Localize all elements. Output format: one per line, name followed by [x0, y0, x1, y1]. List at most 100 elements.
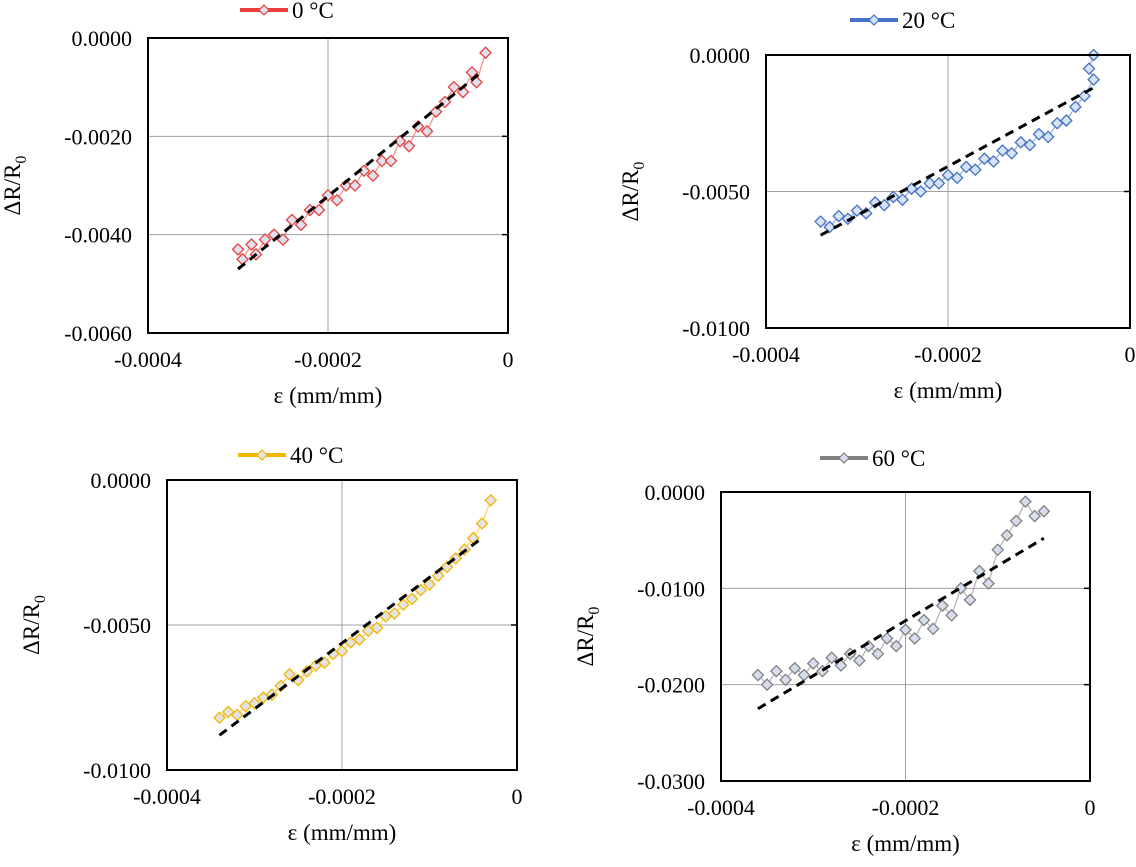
data-point	[987, 155, 1000, 168]
y-axis-label: ΔR/R0	[0, 156, 30, 216]
x-axis-label: ε (mm/mm)	[288, 820, 397, 845]
chart-panel-2: -0.0004 -0.0002 0 0.0000 -0.0050 -0.0100 ε (mm…	[19, 443, 523, 845]
data-point	[1082, 62, 1096, 76]
data-point	[429, 105, 443, 119]
data-point	[348, 179, 362, 192]
y-axis-label-subscript: 0	[32, 595, 49, 603]
x-tick-label: 0	[512, 784, 523, 809]
series-line	[757, 500, 1045, 686]
legend-label: 0 °C	[292, 0, 334, 23]
y-tick-label: -0.0100	[637, 576, 705, 601]
y-axis-label-subscript: 0	[631, 162, 648, 170]
data-point	[834, 658, 848, 672]
data-point	[375, 154, 389, 168]
data-point	[896, 193, 909, 207]
data-point	[440, 560, 454, 574]
data-point	[231, 242, 245, 256]
legend-marker-icon	[868, 14, 880, 26]
trendline	[819, 86, 1095, 237]
data-point	[456, 85, 470, 99]
data-point	[991, 543, 1005, 557]
y-axis-label: ΔR/R0	[19, 595, 49, 655]
data-point	[880, 632, 894, 645]
y-tick-label: 0.0000	[645, 480, 706, 505]
data-point	[1023, 138, 1037, 152]
data-point	[932, 176, 946, 190]
data-point	[1087, 73, 1101, 86]
trendline	[237, 71, 482, 271]
data-point	[899, 623, 912, 637]
x-tick-label: -0.0004	[114, 347, 182, 372]
y-tick-label: -0.0020	[64, 124, 132, 149]
y-tick-label: -0.0050	[83, 613, 151, 638]
x-tick-label: 0	[1125, 342, 1136, 367]
x-axis-label: ε (mm/mm)	[894, 378, 1003, 403]
data-point	[963, 593, 977, 607]
data-point	[823, 220, 837, 234]
data-point	[405, 592, 419, 606]
x-tick-label: -0.0002	[308, 784, 376, 809]
data-point	[366, 169, 380, 183]
data-point	[914, 185, 928, 198]
x-tick-label: -0.0004	[732, 342, 800, 367]
data-point	[1041, 130, 1055, 144]
data-point	[1037, 504, 1051, 518]
chart-panel-3: -0.0004 -0.0002 0 0.0000 -0.0100 -0.0200 -0.03…	[573, 446, 1096, 856]
data-point	[283, 667, 296, 681]
data-point	[285, 213, 299, 227]
data-point	[926, 622, 940, 636]
legend-label: 40 °C	[290, 443, 343, 468]
data-point	[852, 654, 866, 668]
y-tick-label: 0.0000	[72, 26, 133, 51]
data-point	[1009, 514, 1023, 528]
x-tick-label: 0	[503, 347, 514, 372]
data-point	[806, 657, 820, 670]
legend: 60 °C	[820, 446, 925, 471]
legend-marker-icon	[258, 4, 270, 16]
data-point	[814, 215, 828, 228]
y-tick-label: 0.0000	[690, 43, 751, 68]
y-axis-label-main: ΔR/R	[573, 614, 598, 667]
data-point	[335, 644, 349, 658]
data-point	[1000, 528, 1014, 542]
y-tick-label: -0.0100	[83, 758, 151, 783]
data-point	[950, 171, 964, 185]
y-axis-label: ΔR/R0	[618, 162, 648, 222]
data-point	[388, 606, 401, 620]
y-tick-label: -0.0200	[637, 673, 705, 698]
chart-panel-0: -0.0004 -0.0002 0 0.0000 -0.0020 -0.0040 -0.00…	[0, 0, 514, 408]
data-point	[479, 46, 492, 60]
y-axis-label-main: ΔR/R	[0, 163, 25, 216]
data-point	[475, 517, 489, 530]
data-point	[788, 661, 802, 675]
legend: 40 °C	[238, 443, 343, 468]
data-point	[245, 238, 258, 251]
x-tick-label: -0.0004	[133, 784, 201, 809]
x-tick-label: 0	[1085, 795, 1096, 820]
legend: 0 °C	[240, 0, 334, 23]
data-point	[751, 668, 765, 682]
y-axis-label-subscript: 0	[586, 607, 603, 615]
data-point	[923, 176, 937, 190]
y-axis-label-main: ΔR/R	[618, 169, 643, 222]
legend-marker-icon	[838, 452, 850, 464]
data-point	[1018, 495, 1032, 509]
data-point	[353, 633, 366, 646]
legend-label: 60 °C	[872, 446, 925, 471]
trendline	[218, 536, 483, 737]
series-line	[820, 54, 1095, 228]
data-point	[402, 139, 416, 153]
data-point	[945, 608, 959, 622]
data-point	[1005, 146, 1019, 160]
data-point	[330, 193, 344, 207]
data-point	[935, 599, 949, 613]
legend: 20 °C	[850, 8, 955, 33]
legend-label: 20 °C	[902, 8, 955, 33]
series-line	[219, 500, 492, 719]
trendline	[757, 536, 1045, 711]
y-tick-label: -0.0040	[64, 223, 132, 248]
y-axis-label: ΔR/R0	[573, 607, 603, 667]
plot-frame	[765, 54, 1131, 329]
data-point	[312, 203, 326, 217]
